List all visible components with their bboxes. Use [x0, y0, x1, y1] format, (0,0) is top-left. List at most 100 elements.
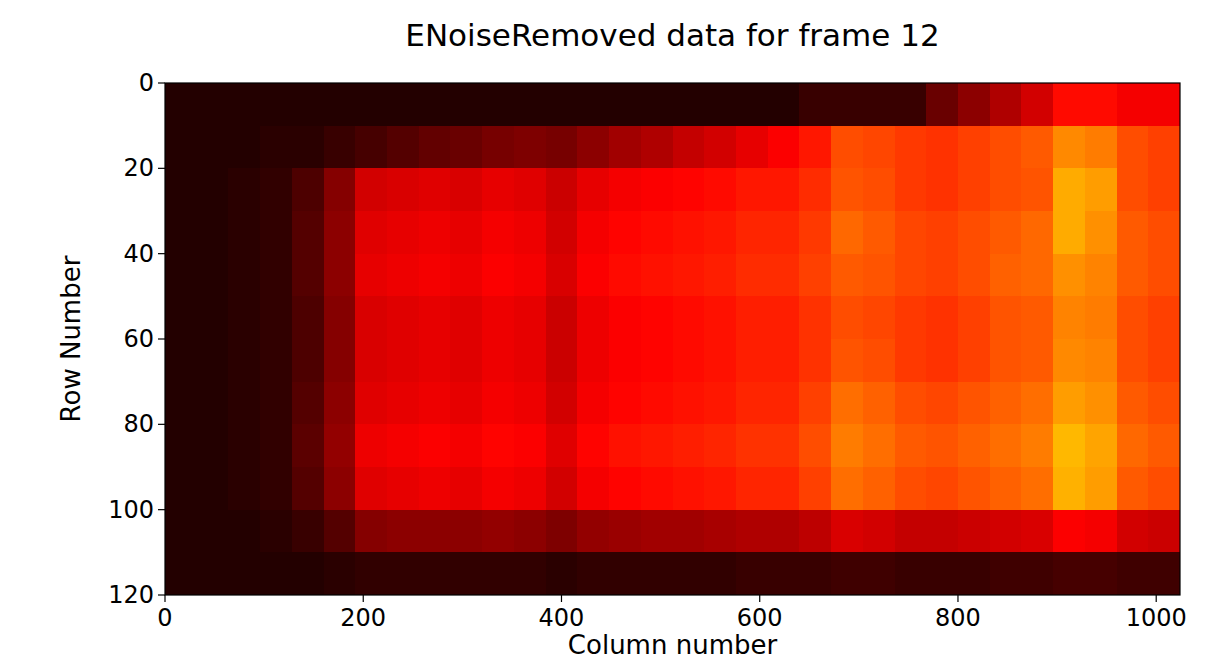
heatmap-cell — [609, 382, 641, 425]
heatmap-cell — [482, 211, 514, 254]
heatmap-cell — [704, 211, 736, 254]
heatmap-cell — [324, 126, 356, 169]
heatmap-cell — [673, 83, 705, 126]
heatmap-cell — [546, 83, 578, 126]
heatmap-cell — [704, 382, 736, 425]
heatmap-cell — [324, 382, 356, 425]
heatmap-cell — [641, 552, 673, 595]
heatmap-cell — [419, 168, 451, 211]
y-tick-label: 20 — [123, 154, 154, 182]
heatmap-cell — [768, 467, 800, 510]
heatmap-cell — [260, 339, 292, 382]
heatmap-cell — [197, 296, 229, 339]
x-tick — [1156, 595, 1157, 602]
heatmap-cell — [577, 382, 609, 425]
heatmap-cell — [1053, 126, 1085, 169]
heatmap-cell — [482, 296, 514, 339]
heatmap-cell — [546, 510, 578, 553]
heatmap-cell — [577, 126, 609, 169]
heatmap-cell — [926, 296, 958, 339]
heatmap-cell — [387, 382, 419, 425]
heatmap-cell — [260, 510, 292, 553]
heatmap-cell — [419, 254, 451, 297]
heatmap-cell — [324, 467, 356, 510]
heatmap-cell — [1148, 296, 1180, 339]
heatmap-cell — [799, 168, 831, 211]
heatmap-cell — [292, 254, 324, 297]
heatmap-cell — [641, 382, 673, 425]
heatmap-cell — [673, 510, 705, 553]
heatmap-cell — [895, 126, 927, 169]
heatmap-cell — [736, 168, 768, 211]
heatmap-cell — [419, 467, 451, 510]
heatmap — [165, 83, 1180, 595]
heatmap-cell — [609, 467, 641, 510]
heatmap-cell — [546, 254, 578, 297]
heatmap-cell — [863, 254, 895, 297]
heatmap-cell — [1117, 168, 1149, 211]
heatmap-cell — [197, 83, 229, 126]
heatmap-cell — [450, 510, 482, 553]
heatmap-cell — [355, 83, 387, 126]
heatmap-cell — [546, 168, 578, 211]
heatmap-cell — [799, 296, 831, 339]
heatmap-cell — [324, 211, 356, 254]
heatmap-cell — [799, 254, 831, 297]
heatmap-cell — [990, 211, 1022, 254]
heatmap-cell — [514, 168, 546, 211]
heatmap-cell — [895, 382, 927, 425]
heatmap-cell — [799, 510, 831, 553]
heatmap-cell — [514, 424, 546, 467]
x-tick-label: 600 — [737, 604, 783, 632]
heatmap-cell — [450, 339, 482, 382]
heatmap-cell — [165, 510, 197, 553]
heatmap-cell — [1148, 126, 1180, 169]
heatmap-cell — [450, 168, 482, 211]
heatmap-cell — [1085, 83, 1117, 126]
heatmap-cell — [1021, 254, 1053, 297]
heatmap-cell — [958, 339, 990, 382]
heatmap-cell — [1117, 467, 1149, 510]
y-tick — [158, 594, 165, 595]
heatmap-cell — [1021, 339, 1053, 382]
heatmap-cell — [228, 339, 260, 382]
heatmap-cell — [609, 339, 641, 382]
heatmap-cell — [895, 339, 927, 382]
heatmap-cell — [1148, 211, 1180, 254]
x-axis-title: Column number — [568, 630, 778, 660]
y-tick — [158, 424, 165, 425]
heatmap-cell — [926, 339, 958, 382]
heatmap-cell — [1148, 254, 1180, 297]
heatmap-cell — [324, 168, 356, 211]
heatmap-cell — [1053, 510, 1085, 553]
heatmap-cell — [228, 168, 260, 211]
heatmap-cell — [482, 168, 514, 211]
heatmap-cell — [641, 510, 673, 553]
heatmap-cell — [673, 552, 705, 595]
heatmap-cell — [831, 254, 863, 297]
x-tick-label: 0 — [157, 604, 172, 632]
heatmap-cell — [704, 254, 736, 297]
heatmap-cell — [831, 168, 863, 211]
heatmap-cell — [577, 467, 609, 510]
heatmap-cell — [609, 83, 641, 126]
heatmap-cell — [704, 83, 736, 126]
heatmap-cell — [1021, 552, 1053, 595]
heatmap-cell — [736, 382, 768, 425]
heatmap-cell — [1085, 254, 1117, 297]
heatmap-cell — [228, 467, 260, 510]
heatmap-cell — [355, 296, 387, 339]
heatmap-cell — [292, 382, 324, 425]
heatmap-cell — [1053, 83, 1085, 126]
heatmap-cell — [292, 211, 324, 254]
heatmap-cell — [419, 424, 451, 467]
y-tick-label: 60 — [123, 325, 154, 353]
heatmap-cell — [387, 83, 419, 126]
heatmap-cell — [1085, 339, 1117, 382]
heatmap-cell — [292, 296, 324, 339]
heatmap-cell — [990, 382, 1022, 425]
heatmap-cell — [799, 339, 831, 382]
heatmap-cell — [704, 467, 736, 510]
heatmap-cell — [546, 552, 578, 595]
heatmap-cell — [831, 552, 863, 595]
